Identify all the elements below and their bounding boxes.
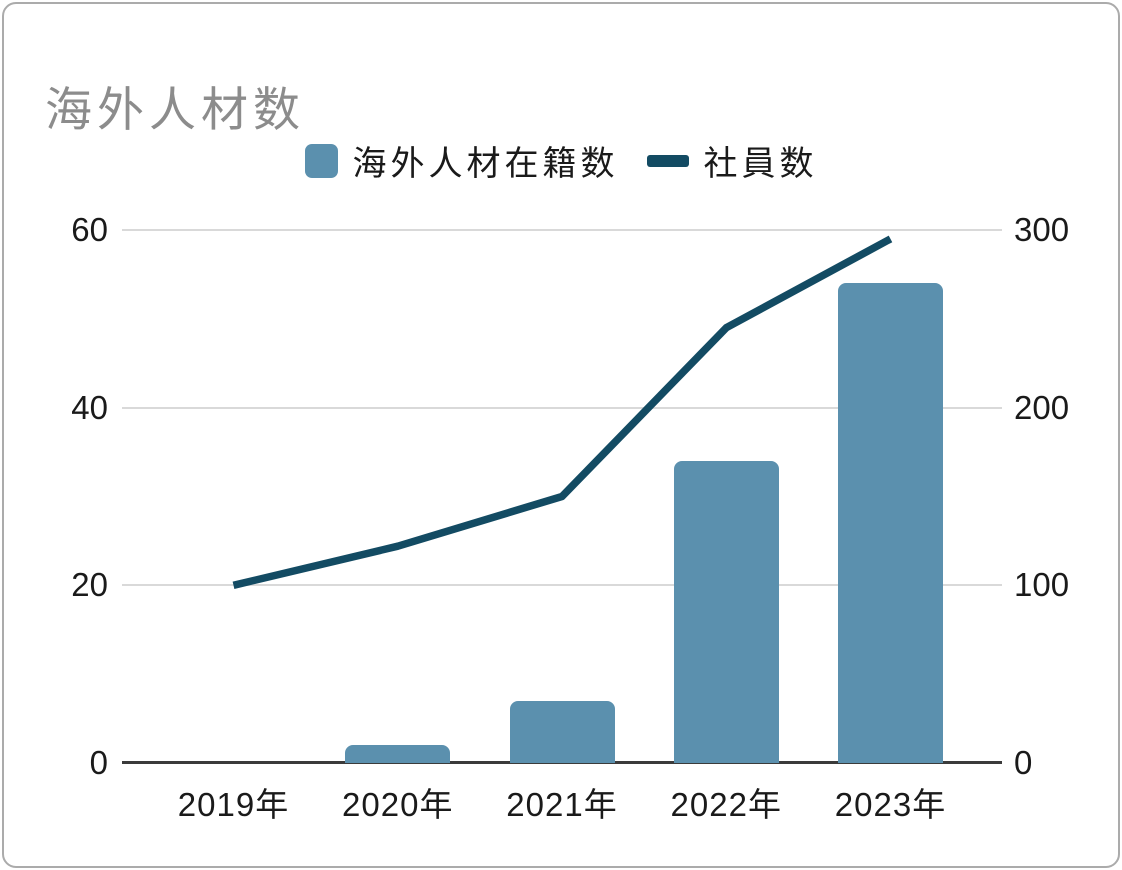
gridline — [122, 584, 1002, 587]
x-axis-label: 2019年 — [177, 786, 290, 823]
line-series-path — [232, 235, 893, 589]
legend-label-bar-series: 海外人材在籍数 — [352, 145, 619, 183]
left-axis-tick-label: 60 — [71, 211, 108, 248]
legend: 海外人材在籍数 社員数 — [0, 136, 1122, 185]
gridline — [122, 229, 1002, 231]
plot-area — [122, 229, 1002, 764]
bar-2022年 — [673, 460, 779, 763]
line-series — [232, 235, 893, 589]
left-axis-tick-label: 0 — [89, 744, 108, 781]
legend-item-line-series: 社員数 — [646, 136, 818, 185]
right-axis-tick-label: 300 — [1014, 211, 1070, 248]
x-axis-label: 2023年 — [834, 786, 947, 823]
right-axis-tick-label: 200 — [1014, 388, 1070, 426]
x-axis-label: 2020年 — [342, 786, 454, 823]
legend-label-line-series: 社員数 — [703, 145, 818, 183]
chart-title: 海外人材数 — [45, 83, 305, 137]
x-axis-label: 2021年 — [506, 786, 618, 823]
gridline — [122, 406, 1002, 409]
line-series-swatch-icon — [646, 154, 689, 167]
bar-series-swatch-icon — [304, 143, 338, 178]
bar-2021年 — [509, 700, 615, 763]
right-axis-tick-label: 100 — [1014, 566, 1070, 604]
right-axis-tick-label: 0 — [1014, 744, 1033, 781]
bar-2023年 — [838, 283, 943, 763]
bar-2020年 — [345, 745, 451, 763]
left-axis-tick-label: 40 — [71, 388, 108, 426]
legend-item-bar-series: 海外人材在籍数 — [304, 136, 619, 185]
x-axis-label: 2022年 — [670, 786, 782, 823]
left-axis-tick-label: 20 — [71, 566, 108, 604]
